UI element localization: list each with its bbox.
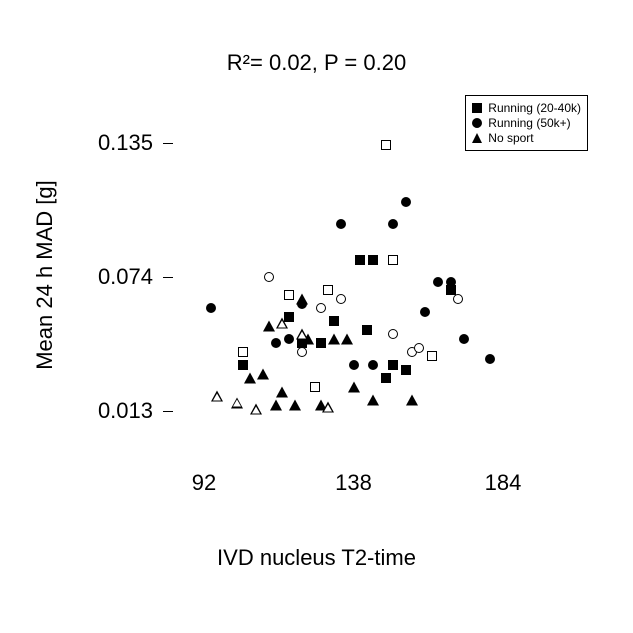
data-point — [401, 197, 411, 207]
legend: Running (20-40k) Running (50k+) No sport — [465, 95, 588, 151]
data-point — [336, 294, 346, 304]
data-point — [328, 333, 340, 344]
data-point — [414, 343, 424, 353]
data-point — [381, 373, 391, 383]
square-icon — [472, 103, 482, 113]
data-point — [231, 397, 243, 408]
scatter-chart: R²= 0.02, P = 0.20 Mean 24 h MAD [g] IVD… — [0, 0, 633, 633]
data-point — [296, 294, 308, 305]
legend-label: No sport — [488, 131, 533, 145]
data-point — [244, 373, 256, 384]
data-point — [336, 219, 346, 229]
data-point — [388, 255, 398, 265]
data-point — [388, 360, 398, 370]
data-point — [316, 303, 326, 313]
data-point — [296, 329, 308, 340]
y-tick-label: 0.013 — [53, 398, 153, 424]
legend-item: Running (20-40k) — [472, 101, 581, 115]
data-point — [485, 354, 495, 364]
x-tick-label: 92 — [192, 470, 216, 496]
legend-item: Running (50k+) — [472, 116, 581, 130]
data-point — [446, 277, 456, 287]
data-point — [348, 382, 360, 393]
data-point — [388, 329, 398, 339]
data-point — [238, 347, 248, 357]
data-point — [257, 369, 269, 380]
data-point — [368, 255, 378, 265]
data-point — [263, 320, 275, 331]
data-point — [453, 294, 463, 304]
data-point — [459, 334, 469, 344]
plot-area — [165, 110, 555, 440]
data-point — [323, 285, 333, 295]
data-point — [276, 318, 288, 329]
data-point — [349, 360, 359, 370]
data-point — [284, 334, 294, 344]
data-point — [406, 395, 418, 406]
chart-title: R²= 0.02, P = 0.20 — [0, 50, 633, 76]
legend-label: Running (20-40k) — [488, 101, 581, 115]
data-point — [310, 382, 320, 392]
data-point — [368, 360, 378, 370]
data-point — [271, 338, 281, 348]
x-tick-label: 138 — [335, 470, 372, 496]
legend-item: No sport — [472, 131, 581, 145]
data-point — [433, 277, 443, 287]
circle-icon — [472, 118, 482, 128]
data-point — [316, 338, 326, 348]
data-point — [427, 351, 437, 361]
data-point — [362, 325, 372, 335]
x-tick-label: 184 — [485, 470, 522, 496]
data-point — [420, 307, 430, 317]
data-point — [329, 316, 339, 326]
data-point — [211, 391, 223, 402]
data-point — [381, 140, 391, 150]
y-tick-label: 0.074 — [53, 264, 153, 290]
data-point — [388, 219, 398, 229]
data-point — [367, 395, 379, 406]
data-point — [284, 290, 294, 300]
triangle-icon — [472, 133, 482, 143]
legend-label: Running (50k+) — [488, 116, 570, 130]
data-point — [270, 399, 282, 410]
data-point — [322, 402, 334, 413]
data-point — [355, 255, 365, 265]
data-point — [289, 399, 301, 410]
data-point — [264, 272, 274, 282]
data-point — [250, 404, 262, 415]
data-point — [341, 333, 353, 344]
data-point — [401, 365, 411, 375]
data-point — [238, 360, 248, 370]
data-point — [276, 386, 288, 397]
x-axis-label: IVD nucleus T2-time — [0, 545, 633, 571]
y-tick-label: 0.135 — [53, 130, 153, 156]
data-point — [297, 347, 307, 357]
data-point — [206, 303, 216, 313]
